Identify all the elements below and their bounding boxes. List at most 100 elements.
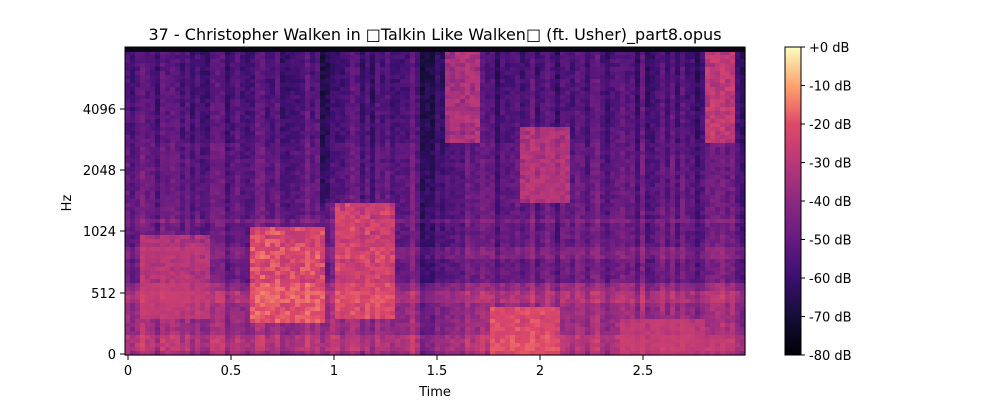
heatmap-cell xyxy=(705,111,711,116)
heatmap-cell xyxy=(390,171,396,176)
heatmap-cell xyxy=(320,159,326,164)
heatmap-cell xyxy=(440,51,446,56)
heatmap-cell xyxy=(420,143,426,148)
heatmap-cell xyxy=(660,167,666,172)
heatmap-cell xyxy=(600,163,606,168)
heatmap-cell xyxy=(370,63,376,68)
heatmap-cell xyxy=(220,119,226,124)
heatmap-cell xyxy=(550,143,556,148)
heatmap-cell xyxy=(315,71,321,76)
heatmap-cell xyxy=(385,143,391,148)
heatmap-cell xyxy=(310,107,316,112)
heatmap-cell xyxy=(740,115,746,120)
heatmap-cell xyxy=(305,87,311,92)
heatmap-cell xyxy=(170,87,176,92)
heatmap-cell xyxy=(270,115,276,120)
heatmap-cell xyxy=(465,179,471,184)
heatmap-cell xyxy=(140,127,146,132)
heatmap-cell xyxy=(230,167,236,172)
heatmap-cell xyxy=(435,131,441,136)
heatmap-cell xyxy=(610,155,616,160)
heatmap-cell xyxy=(210,107,216,112)
heatmap-cell xyxy=(370,163,376,168)
heatmap-cell xyxy=(545,67,551,72)
heatmap-cell xyxy=(275,119,281,124)
heatmap-cell xyxy=(155,119,161,124)
heatmap-cell xyxy=(710,187,716,192)
heatmap-cell xyxy=(475,135,481,140)
heatmap-cell xyxy=(240,199,246,204)
heatmap-cell xyxy=(185,171,191,176)
heatmap-cell xyxy=(705,63,711,68)
heatmap-cell xyxy=(200,171,206,176)
heatmap-cell xyxy=(205,135,211,140)
heatmap-cell xyxy=(260,75,266,80)
heatmap-cell xyxy=(700,71,706,76)
heatmap-cell xyxy=(370,83,376,88)
heatmap-cell xyxy=(385,71,391,76)
heatmap-cell xyxy=(500,63,506,68)
heatmap-cell xyxy=(235,59,241,64)
heatmap-cell xyxy=(625,63,631,68)
heatmap-cell xyxy=(425,103,431,108)
heatmap-cell xyxy=(330,143,336,148)
heatmap-cell xyxy=(385,107,391,112)
heatmap-cell xyxy=(525,51,531,56)
heatmap-cell xyxy=(260,195,266,200)
heatmap-cell xyxy=(270,207,276,212)
heatmap-cell xyxy=(570,79,576,84)
heatmap-cell xyxy=(515,131,521,136)
spectrogram-heatmap xyxy=(125,47,746,356)
heatmap-cell xyxy=(250,171,256,176)
heatmap-cell xyxy=(670,103,676,108)
heatmap-cell xyxy=(250,159,256,164)
heatmap-cell xyxy=(250,83,256,88)
heatmap-cell xyxy=(175,207,181,212)
heatmap-cell xyxy=(645,119,651,124)
heatmap-cell xyxy=(515,67,521,72)
heatmap-cell xyxy=(125,143,131,148)
heatmap-cell xyxy=(570,179,576,184)
heatmap-cell xyxy=(540,51,546,56)
heatmap-cell xyxy=(695,183,701,188)
heatmap-cell xyxy=(290,115,296,120)
heatmap-cell xyxy=(415,195,421,200)
heatmap-cell xyxy=(290,159,296,164)
heatmap-cell xyxy=(720,135,726,140)
heatmap-cell xyxy=(345,167,351,172)
heatmap-cell xyxy=(335,99,341,104)
heatmap-cell xyxy=(160,191,166,196)
heatmap-cell xyxy=(490,71,496,76)
heatmap-cell xyxy=(615,91,621,96)
heatmap-cell xyxy=(455,107,461,112)
heatmap-cell xyxy=(605,83,611,88)
heatmap-cell xyxy=(580,87,586,92)
heatmap-cell xyxy=(700,151,706,156)
heatmap-cell xyxy=(195,183,201,188)
heatmap-cell xyxy=(130,67,136,72)
heatmap-cell xyxy=(275,107,281,112)
heatmap-cell xyxy=(295,55,301,60)
heatmap-cell xyxy=(470,203,476,208)
heatmap-cell xyxy=(740,127,746,132)
heatmap-cell xyxy=(660,151,666,156)
heatmap-cell xyxy=(240,55,246,60)
heatmap-cell xyxy=(230,163,236,168)
heatmap-cell xyxy=(200,175,206,180)
heatmap-cell xyxy=(615,59,621,64)
heatmap-cell xyxy=(290,119,296,124)
heatmap-cell xyxy=(465,63,471,68)
heatmap-cell xyxy=(630,67,636,72)
heatmap-cell xyxy=(425,71,431,76)
heatmap-cell xyxy=(575,103,581,108)
heatmap-cell xyxy=(700,55,706,60)
heatmap-cell xyxy=(215,103,221,108)
heatmap-cell xyxy=(155,131,161,136)
heatmap-cell xyxy=(160,159,166,164)
heatmap-cell xyxy=(470,147,476,152)
heatmap-cell xyxy=(375,155,381,160)
heatmap-cell xyxy=(480,59,486,64)
heatmap-cell xyxy=(680,171,686,176)
heatmap-cell xyxy=(450,83,456,88)
heatmap-cell xyxy=(485,175,491,180)
